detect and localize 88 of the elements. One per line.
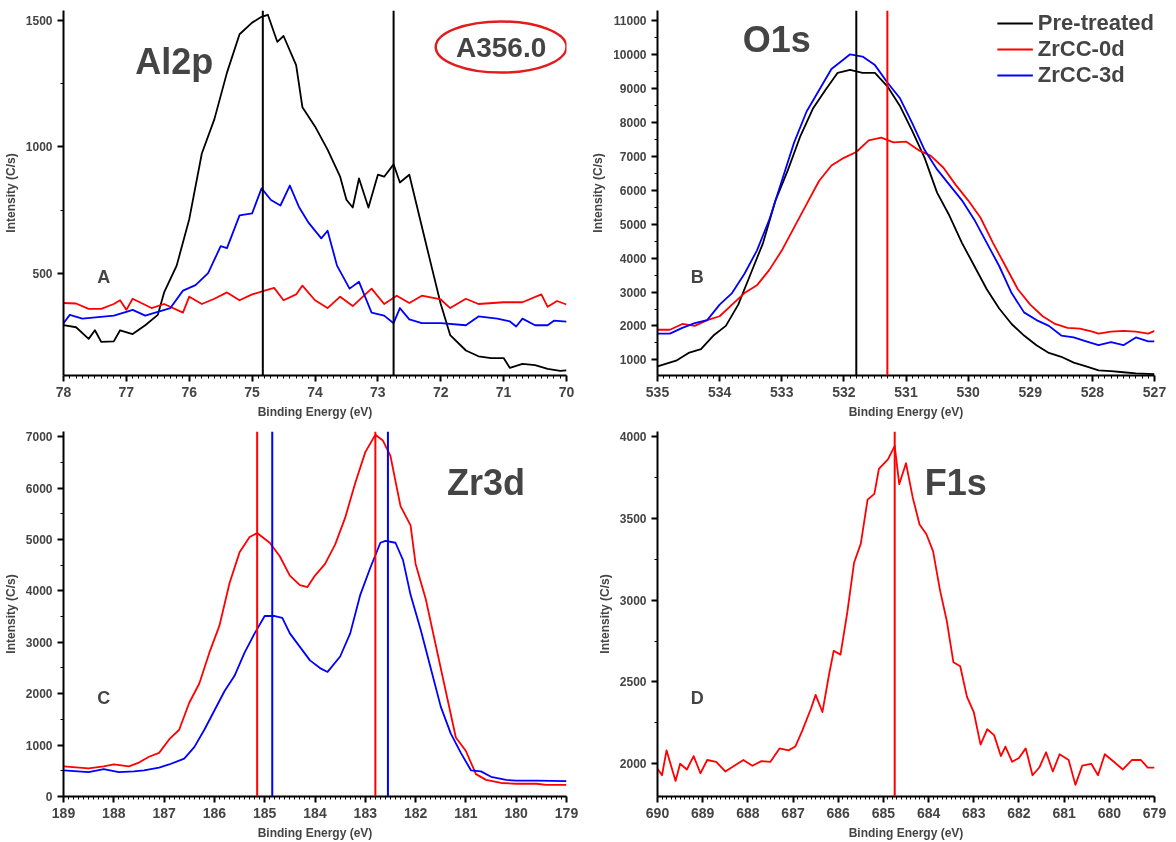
x-tick-label: 181 bbox=[454, 804, 478, 821]
x-tick-label: 189 bbox=[51, 804, 76, 821]
text: Zr3d bbox=[447, 462, 526, 504]
x-tick-label: 687 bbox=[781, 804, 805, 821]
y-tick-label: 6000 bbox=[619, 183, 647, 198]
x-tick-label: 183 bbox=[353, 804, 378, 821]
y-tick-label: 7000 bbox=[619, 149, 647, 164]
y-axis-title: Intensity (C/s) bbox=[3, 574, 18, 654]
x-axis-title: Binding Energy (eV) bbox=[257, 825, 373, 840]
x-tick-label: 532 bbox=[832, 383, 856, 400]
legend-label: ZrCC-0d bbox=[1037, 36, 1125, 62]
chart-title: O1s bbox=[742, 19, 811, 61]
text: Al2p bbox=[135, 41, 214, 83]
y-tick-label: 1000 bbox=[25, 738, 53, 753]
y-axis-title: Intensity (C/s) bbox=[3, 153, 18, 233]
x-tick-label: 685 bbox=[871, 804, 896, 821]
x-tick-label: 527 bbox=[1142, 383, 1167, 400]
text: F1s bbox=[924, 462, 987, 504]
y-tick-label: 2000 bbox=[619, 757, 647, 772]
x-tick-label: 180 bbox=[504, 804, 529, 821]
x-axis-title: Binding Energy (eV) bbox=[848, 825, 964, 840]
y-tick-label: 3000 bbox=[25, 635, 53, 650]
x-tick-label: 179 bbox=[554, 804, 579, 821]
y-tick-label: 11000 bbox=[613, 14, 647, 29]
x-tick-label: 182 bbox=[403, 804, 428, 821]
y-tick-label: 3000 bbox=[619, 593, 647, 608]
y-tick-label: 2000 bbox=[25, 687, 53, 702]
x-tick-label: 187 bbox=[152, 804, 176, 821]
x-tick-label: 682 bbox=[1007, 804, 1031, 821]
x-tick-label: 683 bbox=[962, 804, 986, 821]
y-tick-label: 8000 bbox=[619, 115, 647, 130]
x-tick-label: 531 bbox=[894, 383, 918, 400]
x-tick-label: 688 bbox=[736, 804, 760, 821]
legend-label: Pre-treated bbox=[1037, 10, 1154, 36]
x-tick-label: 74 bbox=[307, 383, 323, 400]
x-tick-label: 690 bbox=[645, 804, 670, 821]
x-tick-label: 70 bbox=[558, 383, 575, 400]
y-tick-label: 0 bbox=[45, 790, 53, 804]
y-tick-label: 500 bbox=[32, 266, 53, 281]
x-tick-label: 686 bbox=[826, 804, 851, 821]
y-tick-label: 7000 bbox=[25, 430, 53, 445]
y-axis-title: Intensity (C/s) bbox=[597, 574, 612, 654]
x-tick-label: 77 bbox=[118, 383, 135, 400]
y-tick-label: 6000 bbox=[25, 481, 53, 496]
annotation: B bbox=[690, 266, 704, 287]
x-tick-label: 188 bbox=[102, 804, 126, 821]
y-tick-label: 10000 bbox=[613, 48, 647, 63]
y-tick-label: 1000 bbox=[619, 353, 647, 368]
x-tick-label: 530 bbox=[956, 383, 981, 400]
x-tick-label: 529 bbox=[1018, 383, 1043, 400]
y-tick-label: 4000 bbox=[619, 429, 647, 444]
y-tick-label: 9000 bbox=[619, 82, 647, 97]
x-tick-label: 75 bbox=[244, 383, 261, 400]
y-tick-label: 3000 bbox=[619, 285, 647, 300]
annotation: A bbox=[97, 266, 111, 287]
x-tick-label: 184 bbox=[303, 804, 327, 821]
x-tick-label: 689 bbox=[691, 804, 715, 821]
annotation: A356.0 bbox=[455, 31, 547, 63]
annotation: D bbox=[690, 687, 704, 708]
x-tick-label: 78 bbox=[55, 383, 72, 400]
x-tick-label: 73 bbox=[370, 383, 386, 400]
x-axis-title: Binding Energy (eV) bbox=[848, 404, 964, 419]
x-tick-label: 528 bbox=[1080, 383, 1105, 400]
x-tick-label: 71 bbox=[495, 383, 512, 400]
x-tick-label: 533 bbox=[770, 383, 794, 400]
x-tick-label: 684 bbox=[916, 804, 941, 821]
y-tick-label: 1000 bbox=[25, 140, 53, 155]
x-tick-label: 186 bbox=[202, 804, 227, 821]
x-tick-label: 72 bbox=[432, 383, 449, 400]
y-tick-label: 5000 bbox=[25, 532, 53, 547]
y-tick-label: 4000 bbox=[619, 251, 647, 266]
annotation: C bbox=[97, 687, 111, 708]
y-tick-label: 5000 bbox=[619, 217, 647, 232]
y-tick-label: 1500 bbox=[25, 14, 53, 29]
x-tick-label: 680 bbox=[1097, 804, 1122, 821]
y-tick-label: 4000 bbox=[25, 584, 53, 599]
y-tick-label: 2500 bbox=[619, 675, 647, 690]
x-axis-title: Binding Energy (eV) bbox=[257, 404, 373, 419]
x-tick-label: 681 bbox=[1052, 804, 1077, 821]
y-axis-title: Intensity (C/s) bbox=[591, 153, 606, 233]
y-tick-label: 3500 bbox=[619, 511, 647, 526]
x-tick-label: 185 bbox=[253, 804, 277, 821]
y-tick-label: 2000 bbox=[619, 319, 647, 334]
x-tick-label: 535 bbox=[645, 383, 670, 400]
x-tick-label: 76 bbox=[181, 383, 198, 400]
x-tick-label: 534 bbox=[707, 383, 732, 400]
legend-label: ZrCC-3d bbox=[1037, 62, 1125, 88]
x-tick-label: 679 bbox=[1142, 804, 1167, 821]
